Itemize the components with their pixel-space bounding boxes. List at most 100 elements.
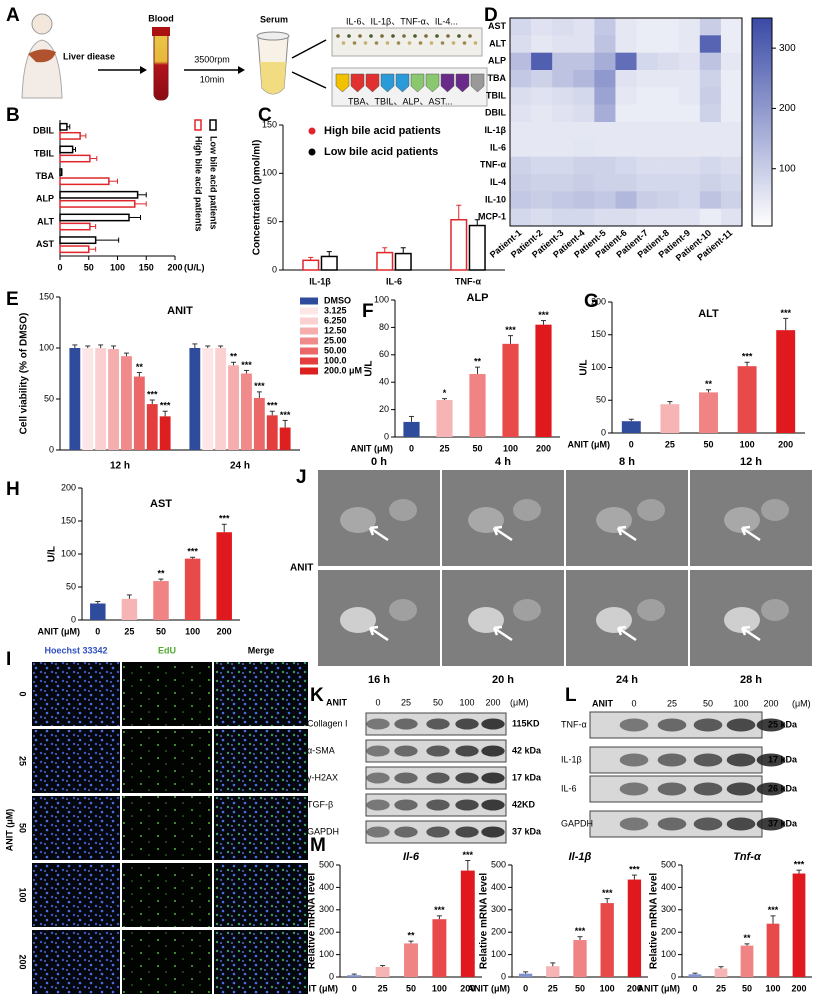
- heat-cell: [615, 174, 637, 192]
- heat-cell: [594, 208, 616, 227]
- elisa-dot: [473, 41, 478, 45]
- column-header: Hoechst 33342: [44, 645, 107, 655]
- liver-label: Liver diease: [63, 51, 115, 61]
- heat-cell: [678, 104, 701, 123]
- time-label: 4 h: [495, 456, 511, 468]
- blot-band: [394, 718, 418, 730]
- heat-cell: [615, 70, 637, 88]
- size-label: 42KD: [512, 799, 536, 809]
- blot-band: [657, 782, 687, 796]
- legend-label: 200.0 μM: [324, 365, 362, 375]
- heat-cell: [657, 52, 680, 71]
- dose-label: 200: [485, 697, 500, 707]
- legend-label: DMSO: [324, 295, 351, 305]
- significance-label: ***: [219, 514, 230, 524]
- heat-cell: [636, 139, 658, 157]
- blot-band: [455, 799, 479, 811]
- row-label: 0: [18, 691, 28, 696]
- bar: [302, 259, 320, 271]
- blot-band: [366, 745, 390, 757]
- heat-cell: [636, 156, 658, 175]
- significance-label: ***: [505, 325, 516, 335]
- x-axis-label: ANIT (μM): [468, 983, 511, 993]
- heat-cell: [678, 191, 701, 209]
- heat-cell: [720, 87, 743, 105]
- row-label: 100: [18, 887, 28, 902]
- panel-label: I: [6, 649, 11, 670]
- y-tick-label: 50: [267, 216, 277, 226]
- bar: [404, 943, 418, 977]
- y-axis-label: Concentration (pmol/ml): [252, 140, 263, 256]
- heat-cell: [573, 52, 595, 71]
- dose-label: 0: [631, 698, 636, 708]
- heat-cell: [615, 139, 637, 157]
- blot-band: [657, 753, 687, 767]
- bar: [121, 598, 138, 620]
- bar: [202, 348, 214, 450]
- heat-cell: [573, 156, 595, 175]
- elisa-dot: [396, 41, 401, 45]
- heat-cell: [552, 104, 574, 123]
- speed-label: 3500rpm: [194, 54, 230, 64]
- bar: [90, 603, 106, 620]
- chart-title: ANIT: [167, 305, 193, 317]
- heat-cell: [531, 139, 553, 157]
- bar: [766, 923, 780, 977]
- y-tick-label: 100: [39, 342, 54, 352]
- heat-cell: [657, 174, 680, 192]
- y-axis-label: Relative mRNA level: [479, 873, 490, 970]
- significance-label: ***: [602, 888, 613, 898]
- bar: [627, 879, 642, 977]
- row-label: AST: [488, 21, 507, 31]
- heat-cell: [720, 18, 743, 36]
- bar: [59, 236, 97, 245]
- blot-band: [426, 826, 450, 838]
- heat-cell: [573, 191, 595, 209]
- heat-cell: [615, 104, 637, 123]
- heat-cell: [636, 104, 658, 123]
- elisa-dot: [424, 34, 428, 38]
- arrow: [616, 525, 637, 542]
- significance-label: **: [705, 379, 713, 389]
- bar: [436, 400, 453, 437]
- blot-band: [394, 799, 418, 811]
- elisa-dot: [391, 34, 395, 38]
- size-label: 37 kDa: [512, 826, 542, 836]
- blot-band: [481, 799, 505, 811]
- significance-label: **: [136, 362, 144, 372]
- heat-cell: [657, 87, 680, 105]
- heat-cell: [699, 18, 722, 36]
- y-tick-label: 300: [319, 904, 334, 914]
- x-tick-label: 0: [692, 983, 697, 993]
- heat-cell: [510, 52, 532, 71]
- heat-cell: [699, 139, 722, 157]
- fluorescence-image: [32, 863, 120, 927]
- heat-cell: [615, 191, 637, 209]
- bar: [159, 416, 171, 450]
- dose-label: 100: [459, 697, 474, 707]
- heat-cell: [552, 156, 574, 175]
- heat-cell: [720, 52, 743, 71]
- size-label: 42 kDa: [512, 745, 542, 755]
- blot-band: [756, 817, 786, 831]
- y-tick-label: 50: [44, 393, 54, 403]
- panel-label: B: [6, 105, 20, 126]
- bar: [69, 348, 81, 450]
- y-tick-label: 200: [661, 927, 676, 937]
- chart-title: AST: [150, 498, 172, 510]
- y-tick-label: 500: [319, 859, 334, 869]
- elisa-dot: [435, 34, 439, 38]
- heat-cell: [636, 52, 658, 71]
- y-tick-label: 200: [61, 482, 76, 492]
- y-tick-label: 500: [661, 859, 676, 869]
- serum-label: Serum: [260, 14, 288, 24]
- arrowhead: [140, 66, 147, 74]
- bar: [573, 940, 587, 977]
- y-tick-label: 400: [491, 882, 506, 892]
- bar: [699, 392, 718, 433]
- heat-cell: [720, 35, 743, 53]
- bar: [59, 145, 74, 154]
- y-tick-label: 0: [329, 971, 334, 981]
- heat-cell: [594, 104, 616, 123]
